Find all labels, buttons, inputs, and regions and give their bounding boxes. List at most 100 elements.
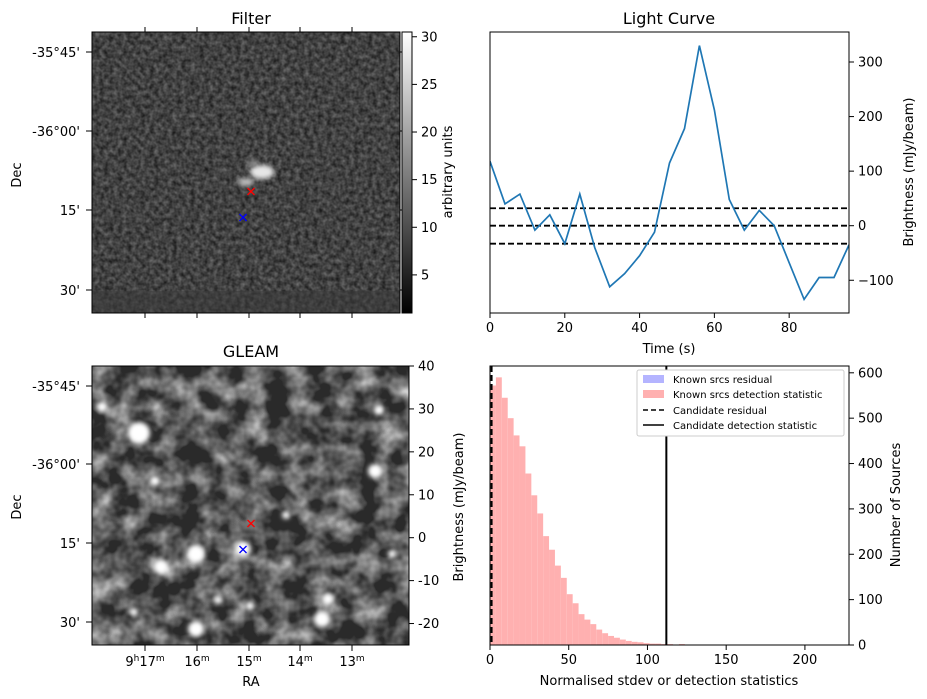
filter-dec-ticks: -35°45' -36°00' 15' 30'	[32, 46, 92, 299]
histogram-legend: Known srcs residual Known srcs detection…	[636, 369, 845, 437]
histogram-bar	[525, 473, 532, 645]
filter-colorbar-tick-label: 5	[421, 268, 429, 283]
gleam-ra-tick-label: 16m	[184, 654, 209, 670]
histogram-y-tick-label: 500	[858, 412, 883, 427]
histogram-bar	[549, 549, 555, 645]
histogram-bar	[507, 418, 514, 645]
filter-colorbar-label: arbitrary units	[441, 125, 456, 218]
gleam-colorbar-tick-label: 30	[418, 402, 435, 417]
histogram-bar	[519, 446, 526, 645]
filter-candidate-marker	[247, 187, 255, 196]
gleam-colorbar-tick-label: -10	[418, 574, 439, 589]
histogram-bar	[643, 643, 650, 645]
gleam-candidate-marker	[247, 519, 255, 528]
legend-label: Known srcs detection statistic	[673, 390, 822, 401]
histogram-bar	[608, 635, 614, 645]
gleam-colorbar-tick-label: 40	[418, 360, 435, 375]
light-curve-x-tick-label: 80	[781, 321, 798, 336]
filter-dec-tick-label: 15'	[60, 204, 80, 219]
histogram-bar	[501, 397, 508, 645]
histogram-bar	[531, 495, 538, 645]
light-curve-x-tick-label: 0	[486, 321, 494, 336]
filter-image	[92, 32, 400, 313]
histogram-bar	[572, 603, 579, 645]
filter-colorbar-tick-label: 30	[421, 30, 438, 45]
gleam-ra-tick-label: 9h17m	[125, 654, 164, 670]
filter-title: Filter	[231, 9, 271, 28]
histogram-bar	[602, 633, 609, 645]
light-curve-x-tick-label: 20	[557, 321, 574, 336]
light-curve-panel: Light Curve 0 20 40 60 80 −100 0 100 200 300 Tim…	[486, 9, 917, 357]
light-curve-y-tick-label: 300	[858, 56, 883, 71]
histogram-x-tick-label: 100	[635, 653, 660, 668]
histogram-bar	[649, 643, 656, 645]
histogram-bar	[537, 513, 544, 645]
histogram-y-tick-label: 300	[858, 502, 883, 517]
gleam-image	[92, 366, 409, 645]
gleam-colorbar-tick-label: 20	[418, 445, 435, 460]
filter-dec-tick-label: -36°00'	[32, 125, 80, 140]
gleam-known-source-marker	[239, 545, 247, 554]
histogram-bar	[613, 637, 620, 645]
gleam-ra-tick-label: 13m	[339, 654, 364, 670]
filter-dec-tick-label: -35°45'	[32, 46, 80, 61]
histogram-bar	[655, 643, 662, 645]
filter-colorbar-tick-label: 25	[421, 78, 438, 93]
filter-colorbar-tick-label: 20	[421, 126, 438, 141]
gleam-ra-tick-label: 15m	[236, 654, 261, 670]
gleam-colorbar: -20 -10 0 10 20 30 40 Brightness (mJy/beam)	[408, 360, 467, 645]
histogram-y-tick-label: 400	[858, 457, 883, 472]
gleam-title: GLEAM	[223, 342, 279, 361]
histogram-ylabel: Number of Sources	[889, 443, 904, 568]
filter-colorbar: 5 10 15 20 25 30 arbitrary units	[401, 30, 456, 314]
filter-panel: Filter -35°45' -36°00' 15' 30'	[10, 9, 456, 318]
histogram-bar	[631, 641, 638, 645]
gleam-colorbar-tick-label: -20	[418, 617, 439, 632]
histogram-bar	[596, 629, 603, 645]
histogram-bar	[490, 385, 496, 645]
histogram-x-tick-label: 150	[714, 653, 739, 668]
legend-label: Candidate detection statistic	[673, 421, 817, 432]
histogram-bar	[584, 619, 591, 645]
legend-swatch-known-detection	[643, 390, 664, 398]
histogram-bar	[590, 624, 597, 645]
histogram-y-tick-label: 200	[858, 548, 883, 563]
histogram-bar	[619, 639, 626, 645]
gleam-colorbar-tick-label: 0	[418, 531, 426, 546]
gleam-dec-ticks: -35°45' -36°00' 15' 30'	[32, 380, 92, 631]
filter-colorbar-tick-label: 15	[421, 173, 438, 188]
gleam-colorbar-tick-label: 10	[418, 488, 435, 503]
histogram-bar	[637, 642, 644, 645]
histogram-bar	[566, 594, 573, 645]
filter-known-source-marker	[239, 213, 247, 222]
filter-ylabel: Dec	[10, 162, 25, 187]
light-curve-y-tick-label: 200	[858, 110, 883, 125]
gleam-dec-tick-label: 15'	[60, 537, 80, 552]
histogram-x-tick-label: 200	[792, 653, 817, 668]
gleam-dec-tick-label: 30'	[60, 616, 80, 631]
gleam-xlabel: RA	[242, 675, 260, 690]
histogram-bar	[495, 377, 502, 645]
gleam-panel: GLEAM -35°45	[10, 342, 467, 690]
gleam-ra-ticks: 9h17m 16m 15m 14m 13m	[125, 645, 365, 670]
gleam-colorbar-label: Brightness (mJy/beam)	[452, 433, 467, 582]
legend-label: Known srcs residual	[673, 375, 772, 386]
histogram-bar	[578, 614, 585, 645]
filter-dec-tick-label: 30'	[60, 284, 80, 299]
filter-colorbar-tick-label: 10	[421, 221, 438, 236]
light-curve-y-tick-label: −100	[858, 274, 894, 289]
histogram-panel: 0 50 100 150 200 0 100 200 300 400 500 600 Normali…	[486, 365, 904, 689]
histogram-bar	[554, 565, 561, 645]
legend-swatch-known-residual	[643, 375, 664, 383]
light-curve-xlabel: Time (s)	[642, 342, 696, 357]
histogram-bar	[625, 640, 632, 645]
light-curve-x-tick-label: 40	[631, 321, 648, 336]
histogram-y-tick-label: 100	[858, 593, 883, 608]
light-curve-y-tick-label: 0	[858, 219, 866, 234]
light-curve-ylabel: Brightness (mJy/beam)	[902, 98, 917, 247]
gleam-ra-tick-label: 14m	[287, 654, 312, 670]
histogram-x-tick-label: 50	[560, 653, 577, 668]
legend-label: Candidate residual	[673, 406, 767, 417]
light-curve-x-tick-label: 60	[706, 321, 723, 336]
